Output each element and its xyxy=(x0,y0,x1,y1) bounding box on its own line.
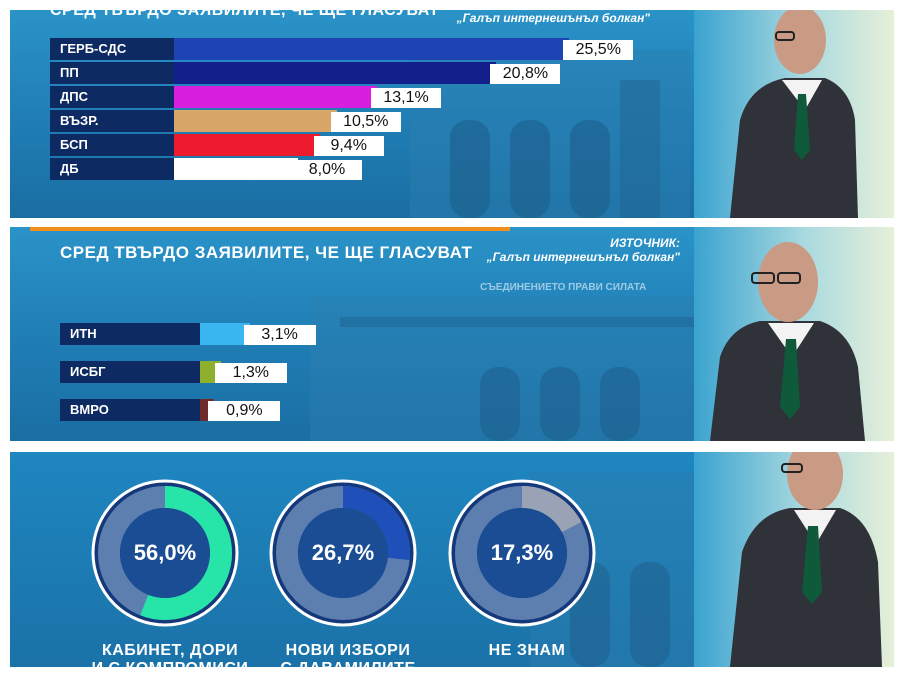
bar-row: ДБ 8,0% xyxy=(50,158,750,180)
donut-value-label: 26,7% xyxy=(311,540,375,565)
category-label: ДБ xyxy=(50,158,174,180)
category-label: ПП xyxy=(50,62,174,84)
value-label: 25,5% xyxy=(563,40,634,60)
bar-row: ГЕРБ-СДС 25,5% xyxy=(50,38,750,60)
panel-header: СРЕД ТВЪРДО ЗАЯВИЛИТЕ, ЧЕ ЩЕ ГЛАСУВАТ xyxy=(60,243,473,262)
value-label: 8,0% xyxy=(292,160,362,180)
presenter-figure xyxy=(730,452,882,667)
bar-row: БСП 9,4% xyxy=(50,134,750,156)
donut-slice xyxy=(98,486,232,620)
parliament-building-background xyxy=(310,297,700,441)
value-label: 1,3% xyxy=(214,363,287,383)
opinion-panel-bottom: 56,0% КАБИНЕТ, ДОРИИ С КОМПРОМИСИ 26,7% НОВ… xyxy=(10,452,894,667)
source-text: „Галъп интернешънъл болкан" xyxy=(456,11,650,25)
value-label: 9,4% xyxy=(313,136,384,156)
bar-mark xyxy=(200,323,250,345)
presenter-figure xyxy=(710,242,865,441)
panel-header: СРЕД ТВЪРДО ЗАЯВИЛИТЕ, ЧЕ ЩЕ ГЛАСУВАТ xyxy=(50,10,440,19)
value-label: 10,5% xyxy=(330,112,401,132)
donut-chart xyxy=(91,479,239,627)
donut-caption: КАБИНЕТ, ДОРИ xyxy=(101,642,239,659)
donut-item: 17,3% xyxy=(447,478,597,628)
donut-value-label: 56,0% xyxy=(133,540,197,565)
bar-mark xyxy=(174,110,337,132)
donut-caption: НЕ ЗНАМ xyxy=(488,642,566,659)
bar-mark xyxy=(174,38,570,60)
accent-line xyxy=(30,227,510,231)
donut-chart xyxy=(269,479,417,627)
bar-mark xyxy=(174,86,378,108)
bar-row: ВМРО 0,9% xyxy=(60,399,760,421)
bar-mark xyxy=(174,62,497,84)
presenter-figure xyxy=(730,10,858,218)
category-label: ВЪЗР. xyxy=(50,110,174,132)
value-label: 0,9% xyxy=(208,401,281,421)
value-label: 13,1% xyxy=(371,88,442,108)
donut-caption: НОВИ ИЗБОРИ xyxy=(285,642,411,659)
donut-chart xyxy=(448,479,596,627)
donut-center xyxy=(120,508,210,598)
value-label: 3,1% xyxy=(243,325,316,345)
source-label: ИЗТОЧНИК: xyxy=(610,236,680,250)
category-label: БСП xyxy=(50,134,174,156)
bar-row: ИСБГ 1,3% xyxy=(60,361,760,383)
category-label: ВМРО xyxy=(60,399,200,421)
bar-mark xyxy=(174,158,298,180)
value-label: 20,8% xyxy=(490,64,561,84)
bar-row: ПП 20,8% xyxy=(50,62,750,84)
donut-caption-line2: И С КОМПРОМИСИ xyxy=(90,660,250,667)
source-text: „Галъп интернешънъл болкан" xyxy=(486,250,680,264)
donut-center xyxy=(477,508,567,598)
bar-mark xyxy=(174,134,320,156)
category-label: ИСБГ xyxy=(60,361,200,383)
party-results-panel-middle: СРЕД ТВЪРДО ЗАЯВИЛИТЕ, ЧЕ ЩЕ ГЛАСУВАТ ИЗ… xyxy=(10,227,894,441)
donut-slice xyxy=(455,486,589,620)
category-label: ИТН xyxy=(60,323,200,345)
donut-caption-line2: С ДАВАМИЛИТЕ xyxy=(268,660,428,667)
bar-row: ДПС 13,1% xyxy=(50,86,750,108)
bar-row: ИТН 3,1% xyxy=(60,323,760,345)
building-banner: СЪЕДИНЕНИЕТО ПРАВИ СИЛАТА xyxy=(480,282,647,293)
donut-item: 56,0% xyxy=(90,478,240,628)
party-results-panel-top: СРЕД ТВЪРДО ЗАЯВИЛИТЕ, ЧЕ ЩЕ ГЛАСУВАТ „Г… xyxy=(10,10,894,218)
donut-item: 26,7% xyxy=(268,478,418,628)
donut-center xyxy=(298,508,388,598)
donut-slice xyxy=(276,486,410,620)
bar-row: ВЪЗР. 10,5% xyxy=(50,110,750,132)
donut-value-label: 17,3% xyxy=(490,540,554,565)
category-label: ГЕРБ-СДС xyxy=(50,38,174,60)
category-label: ДПС xyxy=(50,86,174,108)
